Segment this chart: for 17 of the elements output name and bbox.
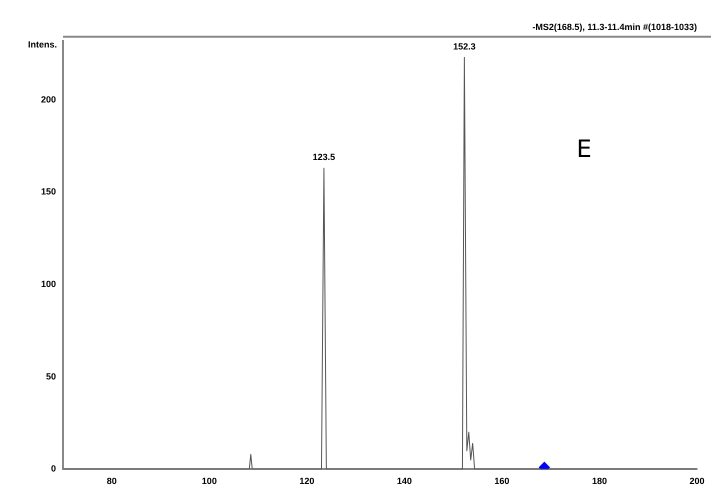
annotation: 123.5	[312, 152, 336, 162]
x-tick-label: 120	[299, 476, 314, 486]
chart-title: -MS2(168.5), 11.3-11.4min #(1018-1033)	[532, 22, 697, 32]
x-tick-label: 200	[689, 476, 705, 486]
annotation: E	[576, 135, 592, 164]
y-tick-label: 50	[46, 371, 56, 382]
annotation: 152.3	[453, 41, 476, 52]
x-tick-label: 80	[106, 476, 117, 486]
y-tick-label: 200	[40, 94, 56, 104]
x-tick-label: 180	[592, 476, 607, 486]
y-axis-title: Intens.	[28, 39, 58, 50]
y-tick-label: 0	[51, 464, 56, 474]
x-tick-label: 100	[202, 476, 217, 486]
y-tick-label: 150	[40, 186, 56, 197]
y-tick-label: 100	[40, 279, 56, 290]
x-tick-label: 160	[494, 476, 510, 486]
x-tick-label: 140	[396, 476, 412, 486]
